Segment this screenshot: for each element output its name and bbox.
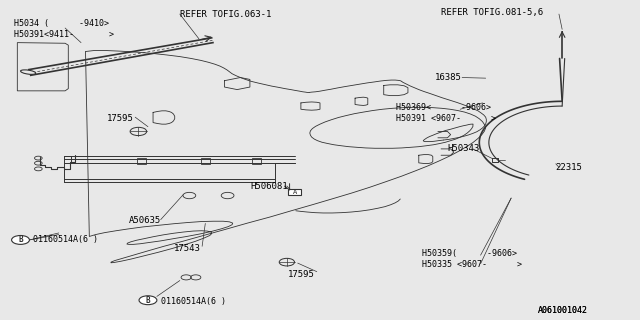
Text: H50369<      -9606>: H50369< -9606> xyxy=(396,103,492,112)
Text: B: B xyxy=(146,296,150,305)
Text: 01160514A(6 ): 01160514A(6 ) xyxy=(33,236,99,244)
Text: A: A xyxy=(292,189,296,195)
Text: 17543: 17543 xyxy=(173,244,200,253)
Text: H50335 <9607-      >: H50335 <9607- > xyxy=(422,260,522,269)
Polygon shape xyxy=(17,43,68,91)
Text: 17595: 17595 xyxy=(288,270,315,279)
Bar xyxy=(288,188,301,195)
Text: A50635: A50635 xyxy=(129,216,161,225)
Text: A061001042: A061001042 xyxy=(538,306,588,315)
Circle shape xyxy=(139,296,157,305)
Text: REFER TOFIG.063-1: REFER TOFIG.063-1 xyxy=(180,10,271,19)
Text: 22315: 22315 xyxy=(556,164,582,172)
Text: A061001042: A061001042 xyxy=(538,306,588,315)
Text: REFER TOFIG.081-5,6: REFER TOFIG.081-5,6 xyxy=(441,8,543,17)
Ellipse shape xyxy=(20,70,36,74)
Text: H50359(      -9606>: H50359( -9606> xyxy=(422,249,517,258)
Text: H50391<9411-       >: H50391<9411- > xyxy=(14,30,114,39)
Circle shape xyxy=(12,236,29,244)
Text: H50391 <9607-      >: H50391 <9607- > xyxy=(396,114,497,123)
Bar xyxy=(137,158,146,164)
Text: H506081: H506081 xyxy=(250,182,287,191)
Text: 16385: 16385 xyxy=(435,73,461,82)
Bar xyxy=(201,158,210,164)
Text: H50343: H50343 xyxy=(447,144,480,153)
Text: H5034 (      -9410>: H5034 ( -9410> xyxy=(14,19,109,28)
Text: B: B xyxy=(18,236,23,244)
Text: 17595: 17595 xyxy=(106,114,133,123)
Text: 01160514A(6 ): 01160514A(6 ) xyxy=(161,297,226,306)
Bar xyxy=(252,158,260,164)
